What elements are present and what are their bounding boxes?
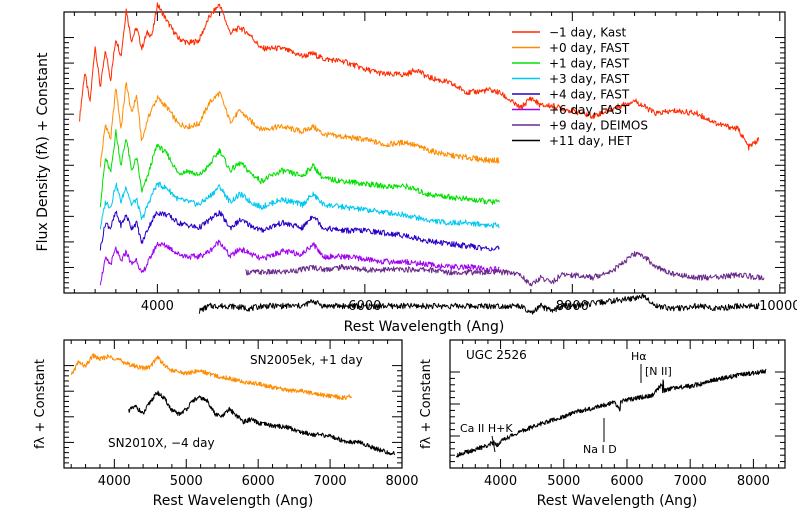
- x-tick-label: 6000: [242, 474, 275, 489]
- series-line-6: [245, 251, 765, 287]
- legend-label-6: +9 day, DEIMOS: [549, 119, 648, 133]
- main-x-axis-label: Rest Wavelength (Ang): [344, 319, 505, 335]
- x-tick-label: 4000: [484, 474, 517, 489]
- ugc2526-title: UGC 2526: [466, 348, 527, 362]
- main-legend: −1 day, Kast+0 day, FAST +1 day, FAST+3 d…: [512, 26, 648, 148]
- series-line-0: [70, 353, 353, 400]
- sn2005ek-label: SN2005ek, +1 day: [250, 353, 363, 367]
- comparison-spectra-panel: 4000 5000 6000 7000 8000 SN2005ek, +1 day SN…: [33, 339, 419, 509]
- x-tick-label: 8000: [385, 474, 418, 489]
- main-spectra-panel: 4000 6000 8000 10000 −1 day, Kast+0 day, FA…: [35, 2, 797, 335]
- x-tick-label: 8000: [737, 474, 770, 489]
- main-plot-frame: [63, 11, 786, 294]
- x-tick-label: 7000: [674, 474, 707, 489]
- annotation-n-ii: [N II]: [645, 365, 672, 378]
- annotation-ca-ii-pointer: [491, 435, 496, 453]
- x-tick-label: 10000: [759, 299, 797, 314]
- x-tick-label: 4000: [141, 299, 174, 314]
- annotation-h-alpha: Hα: [631, 350, 647, 363]
- bl-plot-frame: [63, 339, 403, 469]
- x-tick-label: 5000: [547, 474, 580, 489]
- series-line-0: [455, 368, 767, 458]
- x-tick-label: 6000: [610, 474, 643, 489]
- sn2010x-label: SN2010X, −4 day: [108, 436, 215, 450]
- br-y-axis-label: fλ + Constant: [419, 359, 434, 449]
- series-line-3: [99, 181, 500, 230]
- series-line-0: [79, 2, 760, 151]
- series-line-1: [128, 390, 395, 456]
- x-tick-label: 4000: [98, 474, 131, 489]
- br-x-axis-label: Rest Wavelength (Ang): [537, 493, 698, 509]
- host-galaxy-spectrum-panel: 4000 5000 6000 7000 8000 UGC 2526 Ca II H+K …: [419, 339, 786, 509]
- x-tick-label: 6000: [348, 299, 381, 314]
- series-line-4: [99, 210, 500, 252]
- legend-label-3: +3 day, FAST: [549, 72, 630, 86]
- series-line-2: [99, 129, 500, 208]
- x-tick-label: 7000: [314, 474, 347, 489]
- annotation-na-i-d: Na I D: [583, 443, 617, 456]
- x-tick-label: 5000: [170, 474, 203, 489]
- legend-label-2: +1 day, FAST: [549, 57, 630, 71]
- series-line-7: [198, 293, 760, 315]
- legend-label-0: −1 day, Kast: [549, 26, 626, 40]
- series-line-1: [99, 82, 500, 168]
- main-y-axis-label: Flux Density (fλ) + Constant: [35, 52, 51, 251]
- legend-label-1: +0 day, FAST: [549, 41, 630, 55]
- legend-label-4: +4 day, FAST: [549, 88, 630, 102]
- bl-y-axis-label: fλ + Constant: [33, 359, 48, 449]
- series-line-5: [99, 239, 500, 286]
- legend-label-7: +11 day, HET: [549, 134, 632, 148]
- x-tick-label: 8000: [556, 299, 589, 314]
- legend-label-5: +6 day, FAST: [549, 103, 630, 117]
- annotation-ca-ii: Ca II H+K: [460, 422, 513, 435]
- bl-x-axis-label: Rest Wavelength (Ang): [153, 493, 314, 509]
